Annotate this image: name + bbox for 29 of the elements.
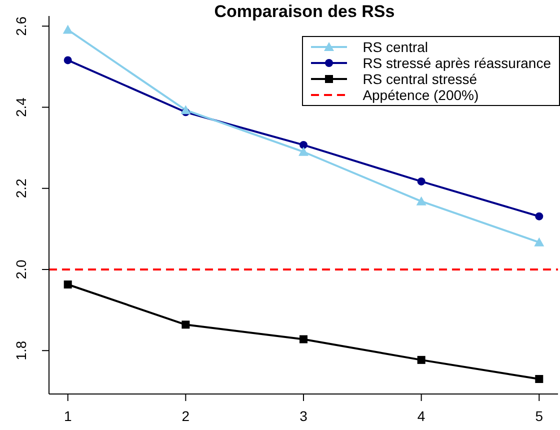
point [62, 24, 73, 34]
legend-label: RS central stressé [362, 71, 478, 87]
x-tick-label: 2 [182, 408, 190, 424]
point [182, 320, 190, 329]
x-tick-label: 5 [535, 408, 544, 424]
legend-label: RS stressé après réassurance [362, 55, 551, 71]
point [417, 356, 426, 364]
y-tick-label: 2.0 [13, 260, 29, 280]
point [64, 56, 72, 64]
y-tick-label: 1.8 [13, 340, 29, 360]
point [535, 374, 544, 383]
y-tick-label: 2.6 [13, 16, 29, 36]
point [417, 177, 426, 186]
point [298, 146, 308, 156]
x-tick-label: 4 [417, 408, 426, 424]
x-tick-label: 1 [64, 408, 72, 424]
x-tick-label: 3 [300, 408, 308, 424]
point [64, 280, 72, 288]
point [416, 196, 426, 206]
point [180, 105, 191, 114]
point [300, 140, 308, 149]
y-tick-label: 2.4 [13, 97, 29, 117]
y-tick-label: 2.2 [13, 178, 29, 198]
chart-title: Comparaison des RSs [213, 2, 396, 22]
legend-label: Appétence (200%) [362, 87, 479, 103]
legend-label: RS central [362, 39, 428, 55]
point [534, 237, 544, 246]
point [300, 335, 308, 344]
point [535, 212, 544, 220]
